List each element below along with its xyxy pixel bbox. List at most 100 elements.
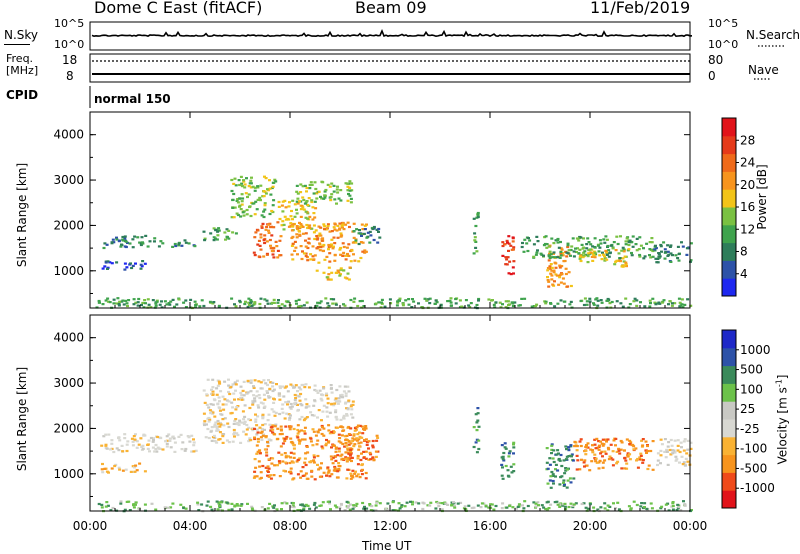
data-cell (344, 451, 348, 454)
data-cell (342, 303, 345, 306)
data-cell (322, 197, 326, 200)
data-cell (660, 301, 664, 304)
data-cell (298, 399, 302, 402)
data-cell (296, 192, 300, 195)
data-cell (286, 403, 289, 406)
data-cell (229, 386, 233, 389)
data-cell (177, 244, 181, 247)
data-cell (546, 267, 550, 270)
data-cell (260, 225, 264, 228)
data-cell (215, 387, 219, 390)
data-cell (272, 298, 276, 301)
data-cell (548, 250, 552, 253)
data-cell (269, 244, 272, 247)
data-cell (186, 435, 190, 438)
data-cell (372, 225, 376, 229)
data-cell (190, 450, 194, 453)
data-cell (259, 401, 263, 404)
data-cell (328, 432, 332, 435)
data-cell (333, 228, 337, 231)
data-cell (147, 439, 151, 442)
data-cell (569, 444, 573, 447)
data-cell (476, 419, 480, 422)
data-cell (507, 249, 510, 252)
data-cell (590, 460, 594, 463)
data-cell (318, 242, 322, 245)
data-cell (173, 450, 177, 453)
data-cell (517, 503, 521, 506)
data-cell (218, 400, 221, 403)
data-cell (556, 503, 560, 506)
data-cell (332, 469, 336, 472)
data-cell (322, 434, 326, 437)
data-cell (299, 476, 303, 479)
data-cell (257, 380, 261, 383)
data-cell (279, 235, 283, 238)
data-cell (350, 182, 354, 185)
data-cell (323, 196, 327, 199)
velocity-colorbar-tick-label: -500 (740, 461, 767, 475)
data-cell (285, 502, 289, 505)
data-cell (278, 412, 282, 416)
data-cell (623, 255, 627, 258)
data-cell (249, 301, 253, 304)
data-cell (251, 399, 255, 403)
data-cell (249, 182, 253, 185)
data-cell (391, 509, 395, 512)
data-cell (346, 506, 350, 509)
data-cell (417, 502, 421, 505)
data-cell (304, 463, 308, 467)
data-cell (266, 383, 269, 387)
data-cell (161, 242, 165, 245)
data-cell (426, 298, 430, 301)
data-cell (173, 242, 177, 246)
data-cell (331, 302, 335, 305)
data-cell (378, 502, 382, 505)
data-cell (247, 301, 251, 304)
data-cell (667, 441, 671, 444)
data-cell (480, 502, 484, 505)
data-cell (327, 470, 331, 473)
data-cell (616, 242, 620, 246)
data-cell (123, 433, 127, 436)
data-cell (249, 179, 253, 182)
data-cell (341, 396, 345, 399)
data-cell (347, 433, 351, 436)
data-cell (249, 214, 253, 218)
data-cell (303, 184, 307, 187)
data-cell (440, 502, 444, 505)
data-cell (232, 433, 236, 436)
data-cell (327, 469, 331, 472)
data-cell (332, 190, 336, 193)
data-cell (289, 470, 293, 473)
data-cell (271, 185, 275, 188)
data-cell (211, 378, 215, 381)
data-cell (321, 181, 325, 184)
data-cell (159, 240, 163, 243)
data-cell (251, 202, 255, 205)
data-cell (306, 477, 310, 480)
data-cell (217, 227, 221, 230)
data-cell (633, 297, 637, 300)
data-cell (354, 504, 358, 507)
data-cell (219, 421, 222, 425)
data-cell (221, 441, 225, 444)
data-cell (343, 445, 347, 448)
data-cell (280, 502, 284, 505)
data-cell (271, 381, 275, 384)
data-cell (303, 386, 307, 389)
data-cell (342, 228, 346, 231)
data-cell (123, 235, 127, 238)
data-cell (339, 199, 343, 202)
data-cell (398, 297, 402, 300)
data-cell (239, 208, 243, 211)
data-cell (589, 248, 593, 251)
data-cell (337, 400, 341, 403)
data-cell (255, 428, 259, 431)
data-cell (346, 451, 350, 454)
data-cell (350, 249, 354, 252)
data-cell (257, 239, 261, 242)
data-cell (468, 306, 472, 309)
data-cell (293, 393, 297, 397)
data-cell (659, 462, 662, 465)
